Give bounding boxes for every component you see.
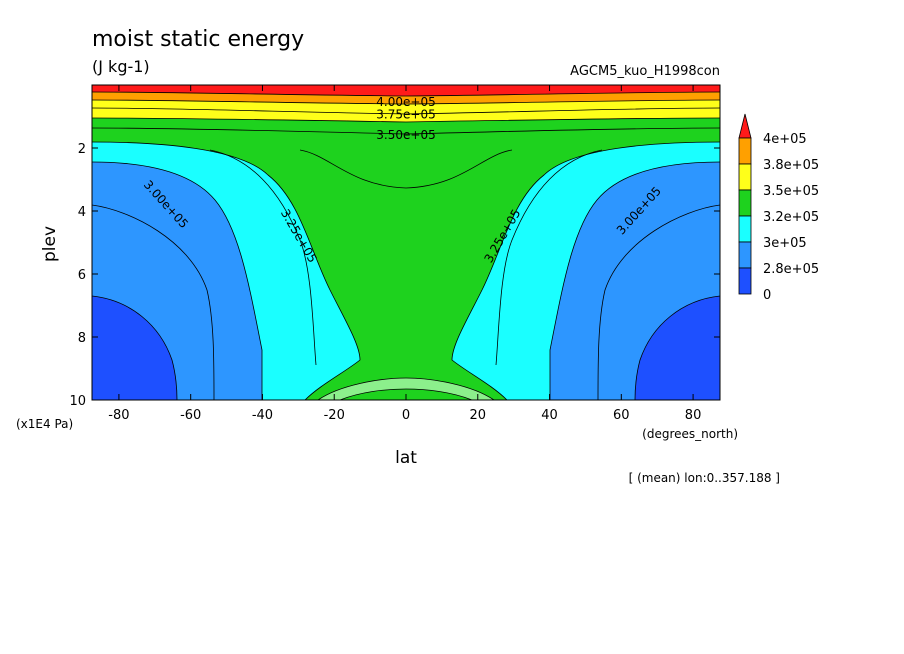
colorbar-label: 3.8e+05 xyxy=(763,158,819,173)
colorbar-label: 3e+05 xyxy=(763,236,807,251)
x-units: (degrees_north) xyxy=(642,427,738,441)
y-units: (x1E4 Pa) xyxy=(16,417,73,431)
x-tick-label: -20 xyxy=(324,408,345,423)
x-tick-label: 20 xyxy=(469,408,486,423)
contour-line xyxy=(92,295,178,400)
contour-line xyxy=(92,127,720,135)
chart-units: (J kg-1) xyxy=(92,57,150,76)
experiment-label: AGCM5_kuo_H1998con xyxy=(570,64,720,79)
y-tick-label: 2 xyxy=(78,142,86,157)
contour-line xyxy=(339,388,473,400)
contour-line xyxy=(92,161,263,400)
colorbar-label: 3.5e+05 xyxy=(763,184,819,199)
contour-line xyxy=(92,117,720,123)
left-blue-region xyxy=(92,296,177,400)
y-tick-label: 8 xyxy=(78,331,86,346)
x-tick-label: -80 xyxy=(108,408,129,423)
colorbar-swatch xyxy=(738,215,752,243)
x-axis-label: lat xyxy=(395,448,417,468)
contour-line xyxy=(92,204,215,400)
x-tick-label: -40 xyxy=(252,408,273,423)
contour-label: 4.00e+05 xyxy=(376,95,435,109)
colorbar-label: 3.2e+05 xyxy=(763,210,819,225)
contour-line xyxy=(299,149,513,189)
contour-line xyxy=(495,149,603,366)
colorbar-swatch xyxy=(738,241,752,269)
x-tick-label: 80 xyxy=(685,408,702,423)
right-blue-region xyxy=(635,296,720,400)
contour-line xyxy=(92,107,720,115)
colorbar-swatch xyxy=(738,137,752,165)
x-tick-label: 0 xyxy=(402,408,410,423)
chart-title: moist static energy xyxy=(92,27,304,52)
contour-line xyxy=(317,377,495,400)
colorbar-label: 4e+05 xyxy=(763,132,807,147)
x-tick-label: -60 xyxy=(180,408,201,423)
plot-area: 4.00e+053.75e+053.50e+053.00e+053.25e+05… xyxy=(91,84,721,401)
contour-lines xyxy=(92,91,720,400)
colorbar-label: 0 xyxy=(763,288,771,303)
contour-label: 3.75e+05 xyxy=(376,107,435,121)
contour-line xyxy=(92,99,720,105)
colorbar-swatch xyxy=(738,163,752,191)
y-axis-label: plev xyxy=(40,226,60,262)
contour-line xyxy=(597,204,720,400)
colorbar-swatch xyxy=(738,189,752,217)
y-tick-label: 4 xyxy=(78,205,86,220)
contour-line xyxy=(549,161,720,400)
colorbar: 4e+05 3.8e+05 3.5e+05 3.2e+05 3e+05 2.8e+05 0 xyxy=(738,113,819,303)
colorbar-arrow xyxy=(738,113,752,139)
y-tick-label: 10 xyxy=(69,394,86,409)
y-tick-label: 6 xyxy=(78,268,86,283)
contour-label: 3.50e+05 xyxy=(376,128,435,142)
colorbar-label: 2.8e+05 xyxy=(763,262,819,277)
yellow-lower-band xyxy=(92,108,720,122)
contour-line xyxy=(209,149,317,366)
y-axis: 2 4 6 8 10 xyxy=(69,142,720,409)
contour-line xyxy=(634,295,720,400)
contour-line xyxy=(92,91,720,97)
x-tick-label: 60 xyxy=(613,408,630,423)
contour-line xyxy=(92,141,361,400)
mean-note: [ (mean) lon:0..357.188 ] xyxy=(629,471,780,485)
x-tick-label: 40 xyxy=(541,408,558,423)
x-axis: -80 -60 -40 -20 0 20 40 60 80 xyxy=(108,85,701,423)
contour-line xyxy=(451,141,720,400)
colorbar-swatch xyxy=(738,267,752,295)
